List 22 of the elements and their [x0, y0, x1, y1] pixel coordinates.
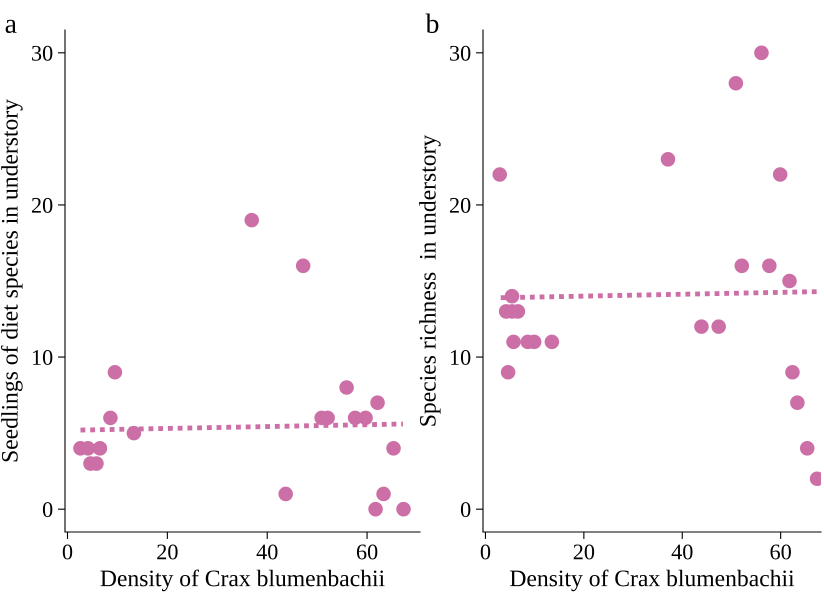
chart-title: a: [6, 20, 17, 34]
x-tick-label: 20: [574, 544, 594, 560]
x-tick-label: 0: [62, 544, 72, 560]
y-tick-label: 20: [450, 198, 470, 213]
x-tick-label: 20: [157, 544, 178, 560]
x-tick-label: 60: [770, 544, 791, 560]
x-tick-label: 0: [480, 544, 490, 560]
x-axis-title: Density of Crax blumenbachii: [100, 570, 385, 592]
y-tick-label: 30: [450, 46, 470, 61]
y-tick-label: 0: [42, 502, 52, 518]
x-tick-label: 40: [672, 544, 693, 560]
y-tick-label: 0: [460, 502, 470, 518]
x-tick-label: 40: [256, 544, 278, 560]
y-tick-label: 10: [450, 350, 470, 365]
x-axis-title: Density of Crax blumenbachii: [510, 570, 794, 592]
y-axis-title: Seedlings of diet species in understory: [0, 99, 23, 462]
y-tick-label: 30: [32, 46, 52, 61]
chart-title: b: [426, 14, 438, 34]
x-tick-label: 60: [356, 544, 378, 560]
y-tick-label: 10: [32, 350, 52, 365]
y-tick-label: 20: [32, 198, 52, 213]
y-axis-title: Species richness in understory: [419, 134, 441, 426]
